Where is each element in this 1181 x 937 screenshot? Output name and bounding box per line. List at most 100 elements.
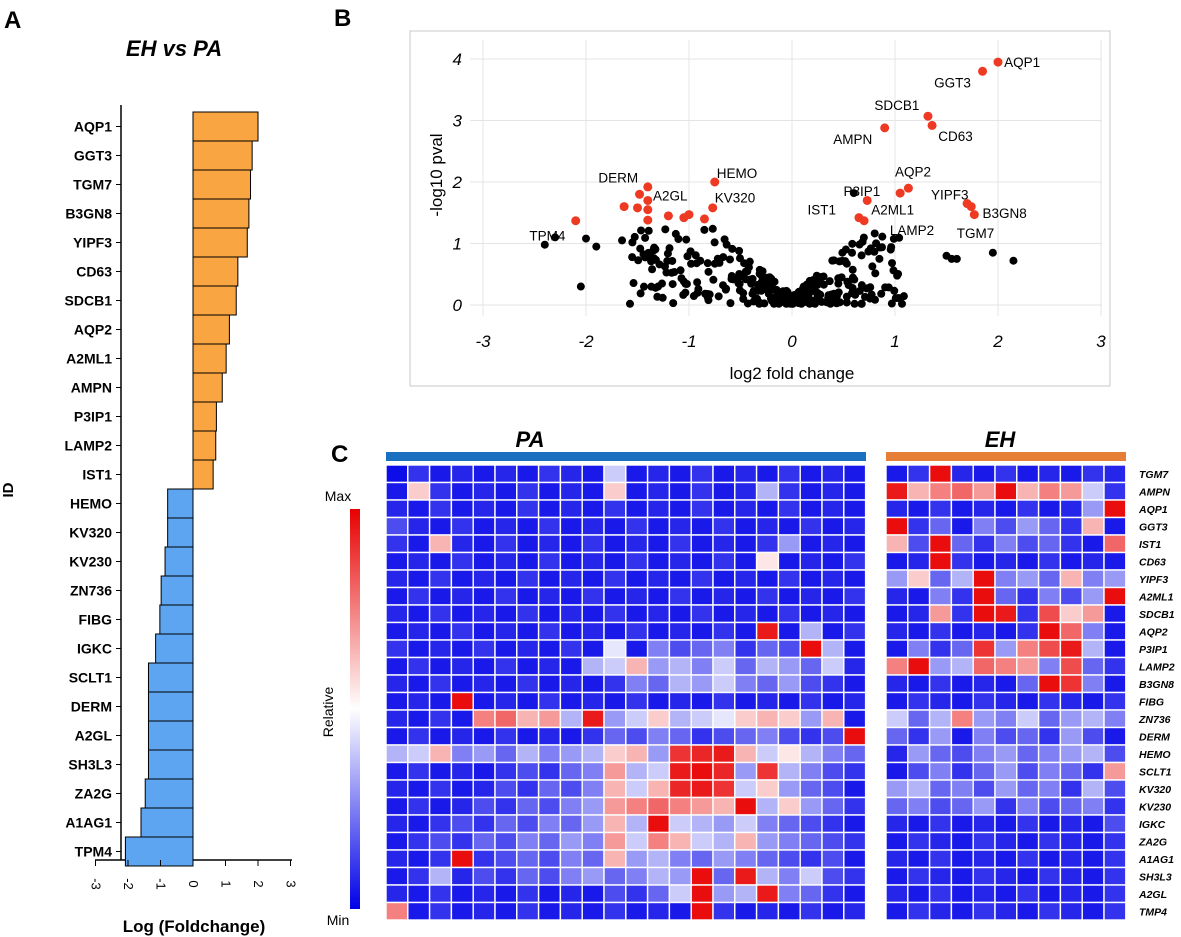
heatmap-cell-pa <box>712 709 736 729</box>
heatmap-cell-pa <box>690 866 714 886</box>
heatmap-cell-eh <box>885 779 909 799</box>
heatmap-cell-pa <box>755 849 780 869</box>
heatmap-cell-pa <box>603 814 627 834</box>
heatmap-cell-pa <box>516 814 540 834</box>
heatmap-cell-pa <box>407 499 431 519</box>
heatmap-cell-pa <box>494 744 518 764</box>
heatmap-cell-pa <box>821 674 845 694</box>
bar-hemo <box>167 488 194 519</box>
heatmap-cell-pa <box>625 551 649 571</box>
heatmap-cell-pa <box>843 586 867 606</box>
heatmap-cell-pa <box>668 796 692 816</box>
heatmap-cell-eh <box>950 761 974 781</box>
bar-category-label: LAMP2 <box>65 438 113 454</box>
volcano-point <box>644 226 653 235</box>
heatmap-cell-eh <box>1016 901 1040 921</box>
heatmap-cell-pa <box>625 604 649 624</box>
heatmap-cell-pa <box>450 674 474 694</box>
heatmap-cell-eh <box>1059 481 1083 501</box>
heatmap-cell-pa <box>843 866 867 886</box>
heatmap-cell-pa <box>712 779 736 799</box>
volcano-point <box>694 285 703 294</box>
heatmap-cell-pa <box>472 569 496 589</box>
heatmap-cell-pa <box>668 726 692 746</box>
heatmap-cell-pa <box>712 884 736 904</box>
heatmap-cell-pa <box>777 726 801 746</box>
volcano-point <box>668 280 677 289</box>
volcano-x-tick-label: -1 <box>681 332 696 351</box>
heatmap-cell-pa <box>407 814 431 834</box>
heatmap-row-label: CD63 <box>1139 556 1166 568</box>
heatmap-cell-pa <box>472 691 496 711</box>
heatmap-cell-pa <box>603 516 627 536</box>
heatmap-cell-eh <box>928 604 953 624</box>
volcano-significant-point <box>635 189 645 199</box>
heatmap-cell-pa <box>428 639 453 659</box>
heatmap-cell-eh <box>950 779 974 799</box>
heatmap-cell-eh <box>1037 516 1062 536</box>
heatmap-cell-pa <box>625 709 649 729</box>
volcano-point <box>700 225 709 234</box>
heatmap-cell-pa <box>516 849 540 869</box>
heatmap-cell-eh <box>1016 866 1040 886</box>
heatmap-cell-eh <box>972 674 996 694</box>
bar-category-label: IST1 <box>82 467 112 483</box>
heatmap-cell-pa <box>690 639 714 659</box>
volcano-point <box>739 272 748 281</box>
heatmap-cell-eh <box>972 516 996 536</box>
heatmap-cell-eh <box>1103 534 1127 554</box>
volcano-point <box>625 299 634 308</box>
heatmap-cell-eh <box>1103 604 1127 624</box>
heatmap-cell-pa <box>843 796 867 816</box>
heatmap-cell-pa <box>690 499 714 519</box>
volcano-significant-point <box>699 214 709 224</box>
heatmap-cell-pa <box>668 691 692 711</box>
heatmap-cell-pa <box>407 796 431 816</box>
heatmap-cell-pa <box>559 726 583 746</box>
heatmap-cell-pa <box>428 726 453 746</box>
volcano-point <box>775 288 784 297</box>
heatmap-cell-pa <box>843 709 867 729</box>
heatmap-cell-eh <box>994 779 1018 799</box>
heatmap-cell-pa <box>690 604 714 624</box>
heatmap-cell-pa <box>777 499 801 519</box>
heatmap-cell-pa <box>799 534 823 554</box>
heatmap-cell-pa <box>799 639 823 659</box>
heatmap-cell-pa <box>625 656 649 676</box>
heatmap-cell-eh <box>1059 516 1083 536</box>
heatmap-cell-pa <box>821 779 845 799</box>
heatmap-cell-eh <box>1103 639 1127 659</box>
heatmap-cell-pa <box>581 744 605 764</box>
heatmap-cell-pa <box>668 639 692 659</box>
heatmap-cell-eh <box>907 901 931 921</box>
heatmap-cell-pa <box>603 761 627 781</box>
volcano-point <box>850 299 859 308</box>
heatmap-cell-pa <box>646 831 671 851</box>
heatmap-cell-pa <box>799 481 823 501</box>
heatmap-cell-pa <box>734 534 758 554</box>
bar-category-label: TGM7 <box>73 177 112 193</box>
volcano-point <box>582 234 590 243</box>
heatmap-cell-pa <box>559 849 583 869</box>
heatmap-cell-pa <box>537 796 562 816</box>
heatmap-cell-pa <box>581 779 605 799</box>
heatmap-cell-eh <box>1103 814 1127 834</box>
heatmap-cell-pa <box>472 744 496 764</box>
volcano-point <box>641 233 650 242</box>
heatmap-cell-pa <box>581 831 605 851</box>
heatmap-cell-eh <box>928 691 953 711</box>
heatmap-cell-eh <box>1081 796 1105 816</box>
heatmap-cell-pa <box>385 639 409 659</box>
heatmap-cell-pa <box>799 831 823 851</box>
heatmap-cell-pa <box>385 481 409 501</box>
heatmap-cell-pa <box>843 761 867 781</box>
heatmap-cell-pa <box>821 604 845 624</box>
heatmap-cell-pa <box>625 516 649 536</box>
heatmap-cell-eh <box>885 744 909 764</box>
heatmap-cell-eh <box>1081 814 1105 834</box>
volcano-point <box>804 290 813 299</box>
heatmap-cell-pa <box>516 464 540 484</box>
heatmap-cell-eh <box>907 849 931 869</box>
heatmap-cell-pa <box>734 779 758 799</box>
heatmap-cell-pa <box>712 691 736 711</box>
